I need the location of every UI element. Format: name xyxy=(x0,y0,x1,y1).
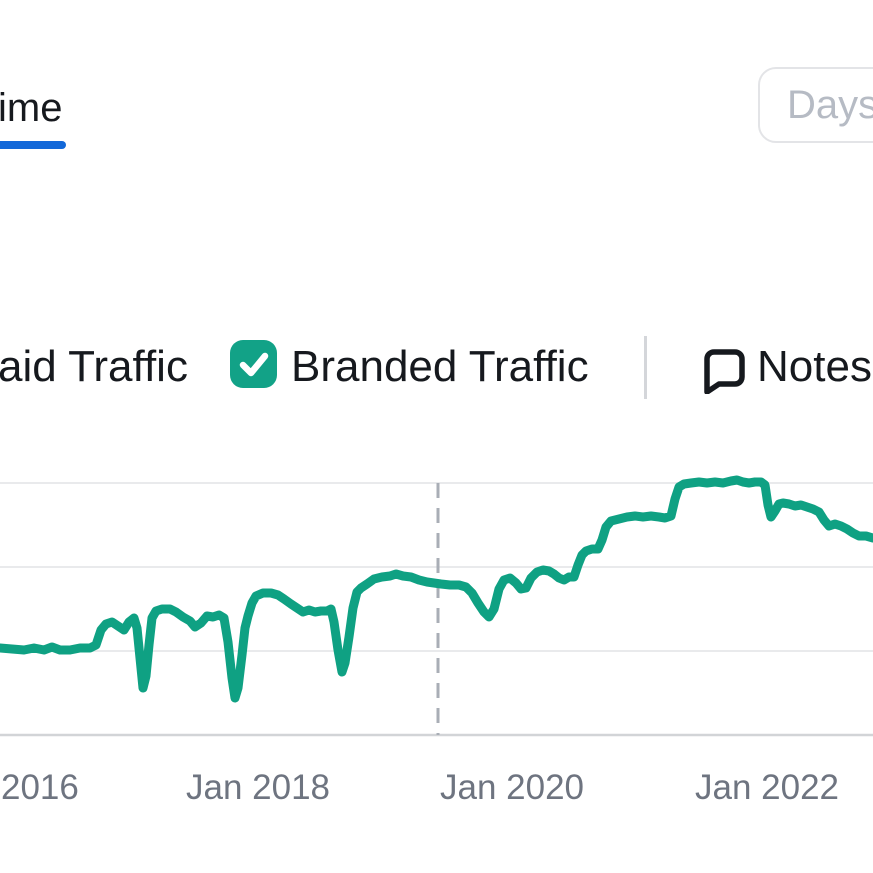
x-tick-label: Jan 2018 xyxy=(185,768,331,807)
active-tab-underline xyxy=(0,141,66,149)
granularity-days-button[interactable]: Days xyxy=(758,67,873,143)
branded-traffic-line xyxy=(0,475,873,703)
checkmark-icon xyxy=(239,352,269,377)
tab-label[interactable]: ime xyxy=(0,86,63,130)
legend-label-paid-traffic[interactable]: aid Traffic xyxy=(0,342,188,391)
speech-bubble-icon[interactable] xyxy=(697,346,745,394)
branded-traffic-checkbox[interactable] xyxy=(230,340,277,388)
x-tick-label: 2016 xyxy=(1,768,79,807)
legend-divider xyxy=(644,336,647,399)
legend-label-branded-traffic[interactable]: Branded Traffic xyxy=(291,342,589,391)
x-tick-label: Jan 2022 xyxy=(694,768,840,807)
x-tick-label: Jan 2020 xyxy=(439,768,585,807)
traffic-chart[interactable] xyxy=(0,430,873,760)
notes-label[interactable]: Notes xyxy=(757,342,872,391)
